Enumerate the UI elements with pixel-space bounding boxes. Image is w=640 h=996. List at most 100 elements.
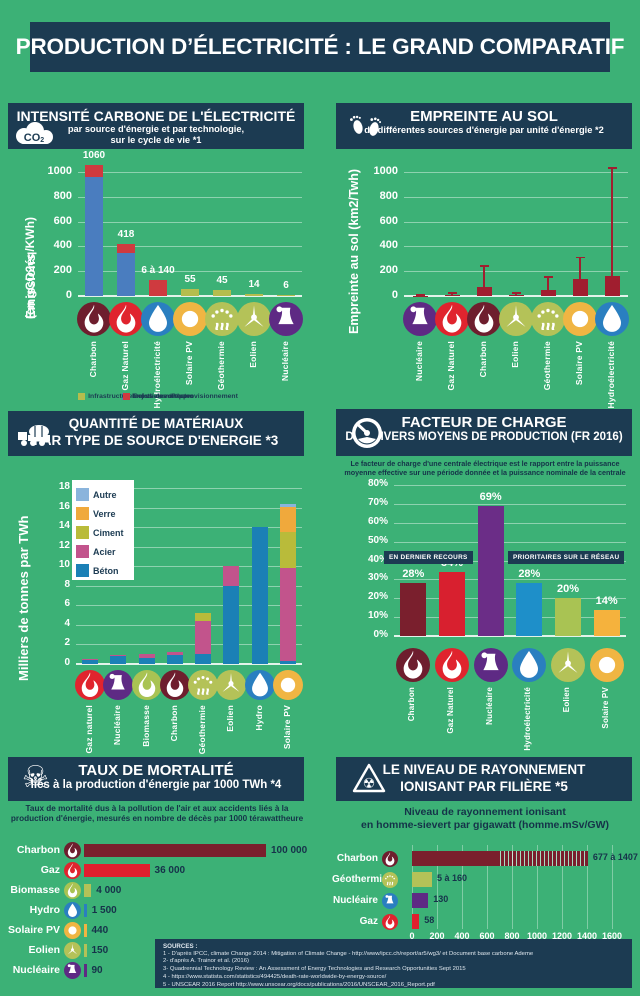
gridline — [437, 845, 438, 929]
gridline — [404, 246, 628, 248]
mortality-description: Taux de mortalité dus à la pollution de … — [10, 804, 304, 823]
category-label: Nucléaire — [280, 341, 290, 382]
y-tick-label: 12 — [58, 539, 70, 551]
nucleaire-icon — [403, 302, 437, 336]
gridline — [76, 605, 302, 607]
eolien-icon — [551, 648, 585, 682]
legend-swatch — [76, 564, 89, 577]
panel-carbon-title: INTENSITÉ CARBONE DE L'ÉLECTRICITÉ — [16, 108, 296, 124]
land-footprint-chart: 0 200 400 600 800 1000 Empreinte au sol (km2/T… — [334, 150, 636, 408]
panel-footprint-title: EMPREINTE AU SOL — [410, 108, 558, 125]
radiation-description-line-1: Niveau de rayonnement ionisant — [404, 806, 566, 818]
gridline — [394, 598, 626, 600]
hydroelectricite-icon — [141, 302, 175, 336]
bar-segment — [444, 294, 460, 296]
bar-segment — [476, 287, 492, 296]
x-tick-label: 1400 — [576, 931, 598, 941]
y-axis-title-line: Empreinte au sol (km2/Twh) — [347, 168, 361, 334]
gaz-naturel-icon — [435, 302, 469, 336]
y-tick-label: 8 — [64, 578, 70, 590]
value-label: 4 000 — [96, 885, 122, 896]
gridline — [78, 246, 302, 248]
error-bar — [611, 168, 613, 277]
y-tick-label: 600 — [53, 214, 72, 227]
legend-label: Rejets de méthane — [132, 392, 194, 400]
category-label: Solaire PV — [600, 687, 610, 729]
category-label: Géothermie — [197, 705, 208, 755]
bar-segment — [572, 278, 588, 296]
bar-segment — [82, 660, 99, 664]
chart-legend-box: Autre Verre Ciment Acier Béton — [72, 480, 134, 580]
bar-segment — [181, 289, 199, 296]
bar-segment — [149, 279, 167, 296]
error-bar — [483, 266, 485, 288]
gridline — [394, 579, 626, 581]
annotation-badge: PRIORITAIRES SUR LE RÉSEAU — [508, 551, 625, 564]
bar-segment — [138, 658, 155, 664]
gaz-naturel-icon — [109, 302, 143, 336]
cement-truck-icon — [18, 425, 50, 446]
category-label: Gaz Naturel — [120, 341, 130, 391]
bar-segment — [277, 295, 295, 296]
gridline — [78, 271, 302, 273]
y-axis-title: Empreinte au sol (km2/Twh) — [346, 134, 362, 334]
panel-footprint-subtitle: de différentes sources d'énergie par uni… — [364, 125, 604, 135]
y-tick-label: 4 — [64, 617, 70, 629]
sources-line-5: 5 - UNSCEAR 2016 Report http://www.unsce… — [163, 981, 435, 988]
bar — [412, 893, 429, 908]
legend-swatch — [76, 507, 89, 520]
panel-materials-header: QUANTITÉ DE MATÉRIAUX PAR TYPE DE SOURCE… — [8, 411, 304, 456]
value-label: 14% — [595, 594, 618, 607]
value-label: 55 — [184, 274, 196, 286]
error-bar-cap — [607, 167, 617, 170]
bar-segment — [110, 656, 127, 664]
value-label: 100 000 — [271, 845, 308, 856]
hydroelectricite-icon — [595, 302, 629, 336]
row-label: Biomasse — [10, 884, 60, 896]
gridline — [404, 271, 628, 273]
value-label: 130 — [433, 894, 449, 904]
sources-line-2: 2- d'après A. Trainor et al. (2016) — [163, 958, 249, 965]
gridline — [76, 644, 302, 646]
bar-segment — [400, 583, 427, 636]
bar-segment — [82, 659, 99, 661]
radiation-icon: ☢ — [352, 763, 386, 793]
error-bar-cap — [479, 265, 489, 268]
value-label: 1 500 — [91, 905, 117, 916]
mortality-chart: Charbon 100 000 Gaz 36 000 Biomasse 4 000 Hydr… — [8, 838, 328, 993]
legend-label: Autre — [93, 489, 117, 500]
y-axis-title: Emissions (en gCO2éq/KWh) — [14, 149, 46, 319]
svg-text:CO2: CO2 — [24, 132, 45, 144]
bar-segment — [138, 654, 155, 659]
y-tick-label: 80% — [367, 478, 388, 489]
bar-segment — [439, 571, 465, 636]
bar-segment — [195, 613, 212, 621]
nucleaire-icon — [269, 302, 303, 336]
category-label: Charbon — [168, 705, 179, 742]
y-tick-label: 0 — [65, 289, 72, 301]
value-label: 20% — [556, 583, 580, 596]
value-label: 150 — [91, 945, 109, 956]
y-tick-label: 10 — [58, 559, 70, 571]
load-factor-chart: 0%10%20%30%40%50%60%70%80%28%Charbon34%G… — [336, 478, 638, 751]
category-label: Gaz naturel — [84, 705, 95, 754]
category-label: Charbon — [407, 687, 417, 722]
bar — [412, 872, 432, 887]
category-label: Hydroélectricité — [606, 341, 616, 409]
x-axis-line — [404, 295, 628, 297]
legend-label: Infrastructures et chaîne d'approvisionn… — [88, 392, 238, 400]
gaz-naturel-icon — [75, 670, 106, 700]
x-axis-line — [76, 663, 302, 665]
bar-segment — [85, 176, 103, 296]
bar-segment — [555, 598, 581, 636]
carbon-intensity-chart: 0 200 400 600 800 1000 Emissions (en gCO2éq/KWh… — [8, 150, 308, 408]
value-label: 5 à 160 — [437, 873, 468, 883]
value-label: 28% — [518, 568, 541, 581]
category-label: Charbon — [478, 341, 488, 378]
bar-segment — [195, 654, 212, 664]
legend-swatch — [78, 392, 86, 400]
legend-label: Ciment — [93, 527, 124, 538]
panel-mortality-header: ☠ TAUX DE MORTALITÉ liés à la production… — [8, 757, 304, 801]
charbon-icon — [159, 670, 190, 700]
y-tick-label: 400 — [53, 239, 72, 252]
